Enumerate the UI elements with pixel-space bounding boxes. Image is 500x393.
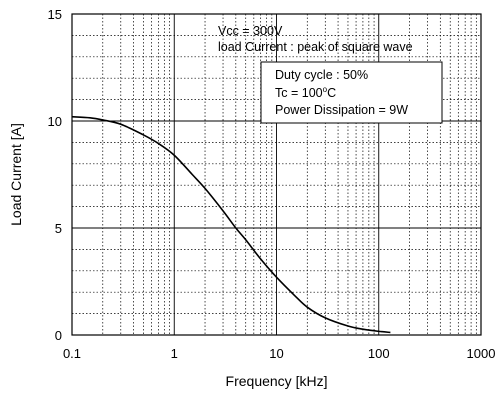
annotation-tc-unit: C: [327, 86, 336, 100]
annotation-tc-prefix: Tc = 100: [275, 86, 323, 100]
y-tick-label: 5: [55, 221, 62, 236]
x-axis-title: Frequency [kHz]: [226, 373, 328, 389]
annotation-duty-cycle: Duty cycle : 50%: [275, 68, 368, 82]
annotation-box: [260, 61, 443, 124]
x-tick-label: 1: [171, 346, 178, 361]
x-tick-label: 0.1: [63, 346, 81, 361]
x-tick-label: 10: [269, 346, 283, 361]
y-tick-label: 15: [48, 7, 62, 22]
tick-labels: 0.1 1 10 100 1000 0 5 10 15: [48, 7, 496, 361]
plot-frame: [71, 13, 482, 336]
annotation-power: Power Dissipation = 9W: [275, 103, 408, 117]
x-tick-label: 100: [368, 346, 390, 361]
annotation-tc: Tc = 100oC: [275, 85, 336, 100]
annotation-vcc: Vcc = 300V: [218, 24, 283, 38]
y-tick-label: 10: [48, 114, 62, 129]
y-axis-title: Load Current [A]: [8, 123, 24, 226]
y-tick-label: 0: [55, 328, 62, 343]
annotation-tc-degree: o: [323, 85, 328, 94]
x-tick-label: 1000: [467, 346, 496, 361]
load-current-curve: [71, 115, 391, 334]
annotation-load-current: load Current : peak of square wave: [218, 40, 413, 54]
